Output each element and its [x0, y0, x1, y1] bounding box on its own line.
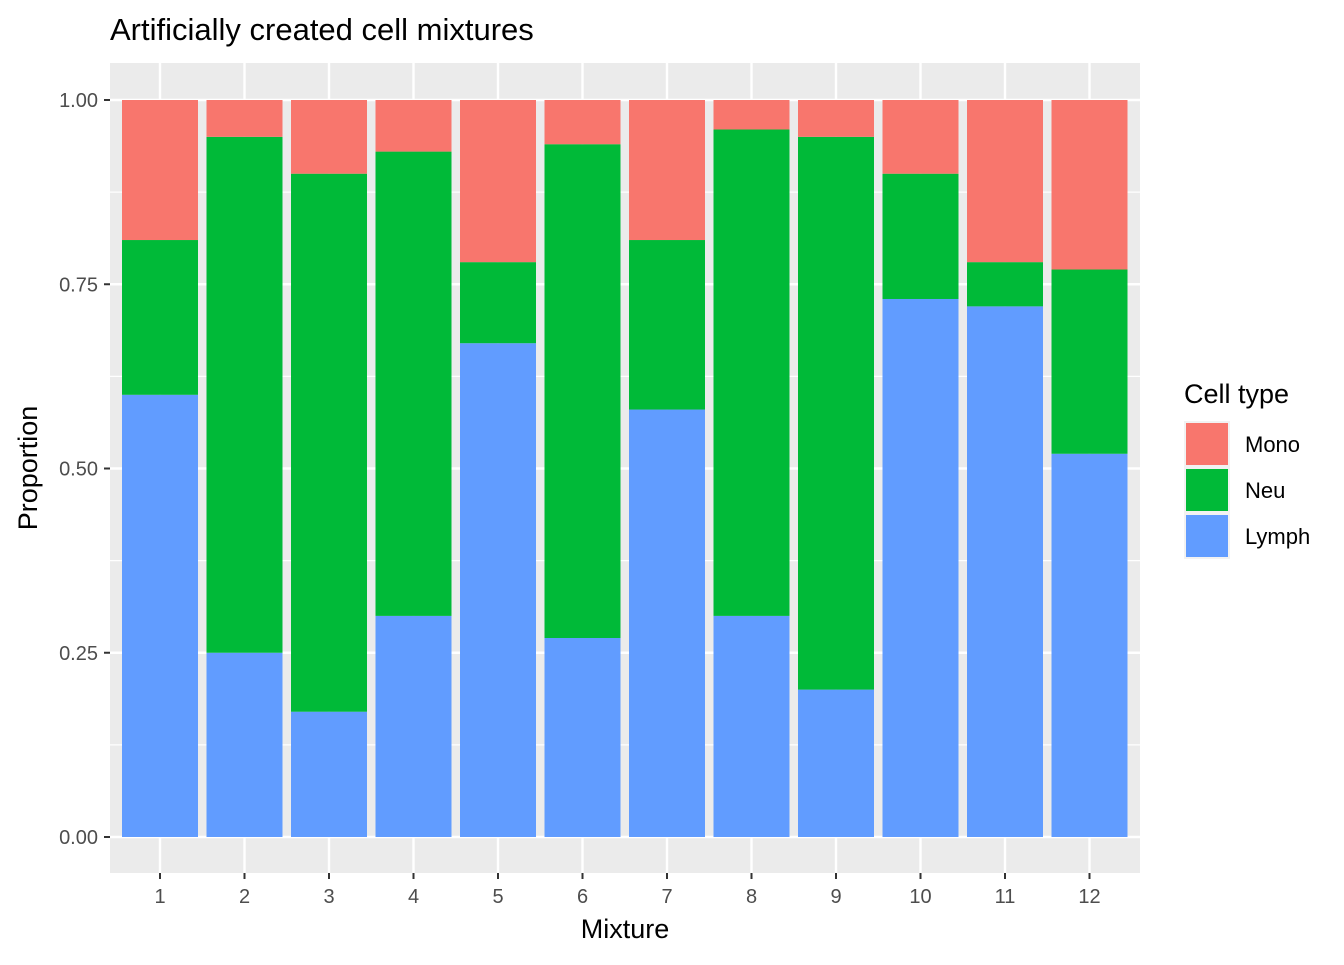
bar-mono: [882, 100, 959, 174]
x-tick-label: 7: [661, 886, 672, 908]
bar-neu: [460, 262, 536, 344]
bar-neu: [713, 129, 790, 616]
legend-title: Cell type: [1184, 379, 1289, 409]
bar-lymph: [967, 306, 1043, 837]
bar-lymph: [206, 652, 283, 837]
x-axis-label: Mixture: [581, 914, 670, 944]
x-tick-label: 4: [408, 886, 419, 908]
bar-mono: [291, 100, 367, 174]
bar-neu: [798, 136, 874, 690]
bar-neu: [967, 262, 1043, 307]
y-axis-label: Proportion: [13, 406, 43, 531]
bar-neu: [291, 173, 367, 712]
legend-swatch-mono: [1186, 423, 1228, 465]
bar-mono: [544, 100, 621, 145]
x-tick-label: 11: [995, 886, 1016, 908]
legend-keys: Mono Neu Lymph: [1184, 421, 1310, 559]
bar-mono: [375, 100, 452, 152]
legend-label-mono: Mono: [1245, 432, 1300, 457]
bar-lymph: [291, 711, 367, 837]
bar-mono: [460, 100, 536, 263]
bar-lymph: [375, 615, 452, 837]
bar-lymph: [544, 638, 621, 837]
bar-mono: [122, 100, 198, 241]
bar-mono: [967, 100, 1043, 263]
bar-neu: [375, 151, 452, 616]
y-tick-label: 0.75: [59, 274, 98, 296]
legend-label-lymph: Lymph: [1245, 524, 1310, 549]
bar-neu: [629, 240, 705, 410]
y-tick-label: 0.00: [59, 827, 98, 849]
y-axis: 0.00 0.25 0.50 0.75 1.00: [59, 90, 110, 849]
chart-title: Artificially created cell mixtures: [110, 12, 534, 47]
bar-lymph: [460, 343, 536, 837]
y-tick-label: 0.25: [59, 643, 98, 665]
x-tick-label: 3: [323, 886, 334, 908]
x-tick-label: 8: [746, 886, 757, 908]
bar-lymph: [122, 394, 198, 837]
x-tick-label: 10: [909, 886, 931, 908]
bar-neu: [882, 173, 959, 299]
bar-neu: [1051, 269, 1128, 454]
bar-neu: [206, 136, 283, 653]
x-tick-label: 1: [154, 886, 165, 908]
x-tick-label: 9: [830, 886, 841, 908]
bar-lymph: [629, 409, 705, 837]
x-tick-label: 12: [1078, 886, 1100, 908]
bars: [122, 100, 1128, 837]
x-tick-label: 2: [239, 886, 250, 908]
x-tick-label: 5: [492, 886, 503, 908]
bar-lymph: [1051, 453, 1128, 837]
bar-mono: [798, 100, 874, 137]
x-tick-label: 6: [577, 886, 588, 908]
bar-mono: [629, 100, 705, 241]
legend-swatch-neu: [1186, 469, 1228, 511]
y-tick-label: 0.50: [59, 459, 98, 481]
bar-neu: [122, 240, 198, 395]
bar-lymph: [882, 298, 959, 837]
bar-lymph: [798, 689, 874, 837]
bar-mono: [1051, 100, 1128, 270]
x-axis: 1 2 3 4 5 6 7 8 9 10 11 12: [154, 873, 1101, 908]
bar-mono: [206, 100, 283, 137]
legend: Cell type Mono Neu Lymph: [1184, 379, 1310, 559]
legend-label-neu: Neu: [1245, 478, 1285, 503]
y-tick-label: 1.00: [59, 90, 98, 112]
bar-lymph: [713, 615, 790, 837]
bar-neu: [544, 144, 621, 639]
bar-mono: [713, 100, 790, 130]
legend-swatch-lymph: [1186, 515, 1228, 557]
